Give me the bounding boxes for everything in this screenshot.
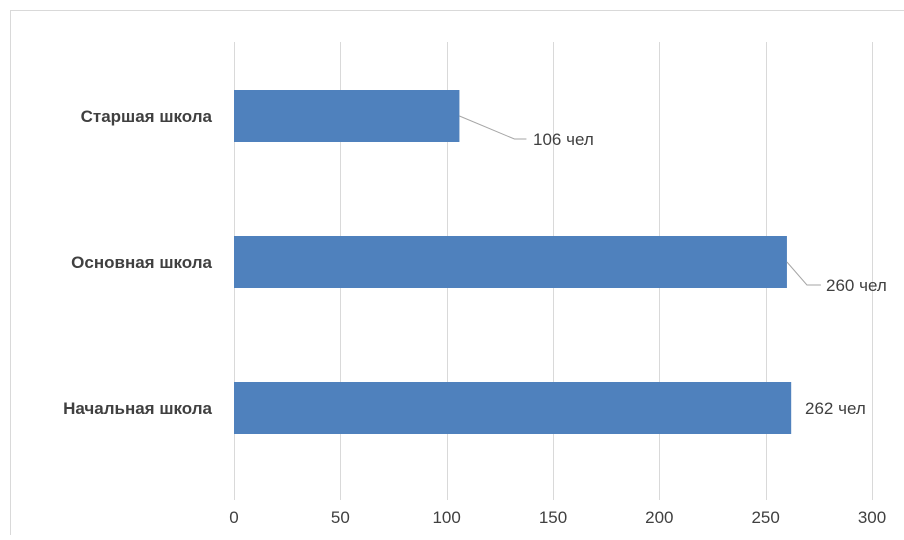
category-label-nachalnaya: Начальная школа [63,399,212,418]
tick-label-250: 250 [751,508,779,527]
tick-label-100: 100 [432,508,460,527]
bar-osnovnaya [234,236,787,288]
category-label-starshaya: Старшая школа [81,107,213,126]
tick-label-0: 0 [229,508,238,527]
data-label-nachalnaya: 262 чел [805,399,866,418]
tick-label-200: 200 [645,508,673,527]
data-label-starshaya: 106 чел [533,130,594,149]
bar-nachalnaya [234,382,791,434]
data-label-osnovnaya: 260 чел [826,276,887,295]
category-label-osnovnaya: Основная школа [71,253,212,272]
tick-label-50: 50 [331,508,350,527]
leader-line-osnovnaya [787,262,821,285]
leader-line-starshaya [459,116,526,139]
bar-starshaya [234,90,459,142]
category-labels: Начальная школа Основная школа Старшая шко… [63,107,212,418]
tick-label-150: 150 [539,508,567,527]
tick-label-300: 300 [858,508,886,527]
x-axis-tick-labels: 0 50 100 150 200 250 300 [229,508,886,527]
bars [234,90,791,434]
